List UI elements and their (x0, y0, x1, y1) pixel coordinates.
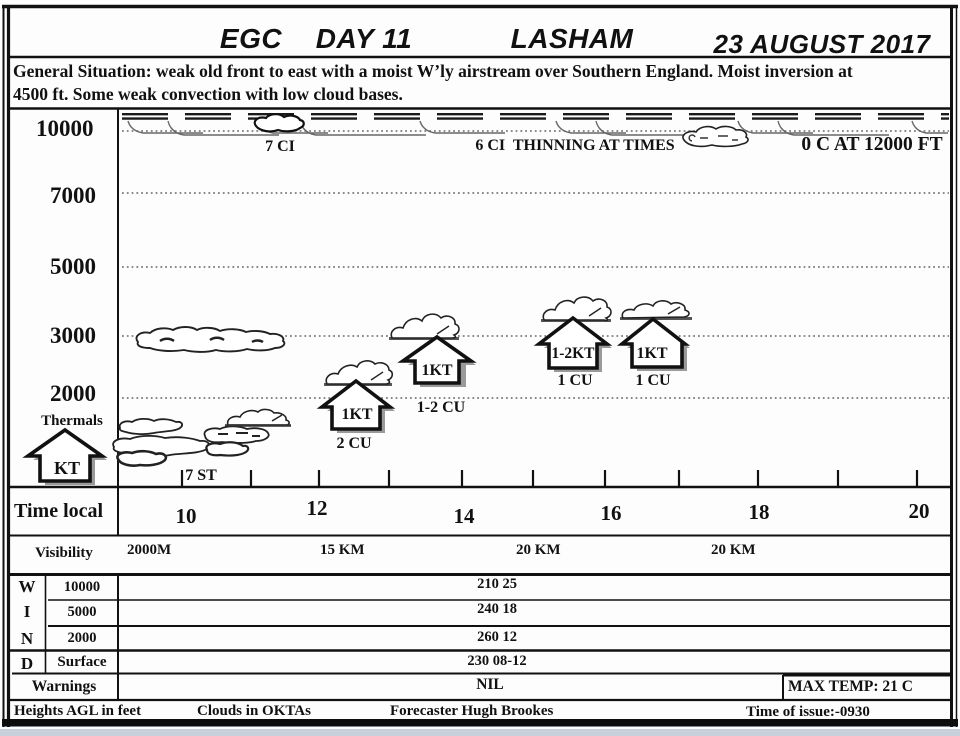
warnings-value: NIL (476, 676, 504, 693)
small-cumulus-icon (225, 408, 291, 427)
time-tick-10: 10 (175, 504, 197, 528)
height-label-7000: 7000 (50, 183, 96, 208)
wind-letter-n: N (20, 629, 34, 648)
cirrus-patch-cloud-icon (682, 125, 749, 148)
wind-value-2: 240 18 (477, 601, 517, 617)
day-title: DAY 11 (315, 23, 413, 54)
warnings-label: Warnings (31, 678, 97, 695)
wind-height-3: 2000 (67, 630, 97, 646)
table-rules (10, 534, 951, 702)
frame-borders (2, 4, 958, 727)
footer-issue-time: Time of issue:-0930 (746, 704, 870, 720)
time-tick-16: 16 (600, 501, 622, 525)
thermal-3-strength: 1-2KT (551, 345, 595, 362)
cirrus-left-label: 7 CI (265, 138, 295, 155)
time-tick-14: 14 (453, 504, 475, 528)
cirrus-scribble-cloud-icon (253, 113, 305, 133)
height-label-5000: 5000 (50, 254, 96, 279)
cirrus-right-label: 6 CI THINNING AT TIMES (475, 137, 675, 154)
bottom-black-bar (2, 719, 958, 727)
visibility-label: Visibility (35, 545, 93, 561)
visibility-value-1: 2000M (127, 542, 172, 558)
max-temp-value: MAX TEMP: 21 C (788, 678, 913, 695)
site-title: LASHAM (510, 23, 634, 54)
cirrus-hooks-icon (127, 120, 948, 136)
thermal-arrow-icons (22, 315, 691, 485)
wind-value-4: 230 08-12 (467, 653, 527, 669)
time-tick-20: 20 (908, 499, 930, 523)
time-tick-12: 12 (306, 496, 328, 520)
general-situation-line2: 4500 ft. Some weak convection with low c… (13, 84, 403, 104)
wind-value-1: 210 25 (477, 576, 517, 592)
time-tick-18: 18 (748, 500, 770, 524)
wind-letter-i: I (23, 602, 31, 621)
visibility-value-3: 20 KM (516, 542, 561, 558)
visibility-value-2: 15 KM (320, 542, 365, 558)
stratus-label: 7 ST (185, 467, 217, 484)
freezing-level-label: 0 C AT 12000 FT (801, 134, 943, 155)
thermals-label: Thermals (41, 413, 103, 429)
wind-letter-w: W (18, 577, 36, 596)
thermal-2-cloud: 1-2 CU (416, 399, 466, 416)
wind-height-1: 10000 (63, 579, 101, 595)
height-label-2000: 2000 (50, 381, 96, 406)
date-title: 23 AUGUST 2017 (713, 29, 931, 59)
wind-height-2: 5000 (67, 604, 97, 620)
cirrus-band-icon (122, 112, 949, 120)
general-situation-line1: General Situation: weak old front to eas… (13, 61, 853, 81)
org-title: EGC (219, 23, 283, 54)
thermal-2-strength: 1KT (421, 362, 453, 379)
stratus-clouds-icon (112, 417, 270, 467)
time-axis (10, 470, 951, 489)
wind-value-3: 260 12 (477, 629, 517, 645)
footer-clouds-note: Clouds in OKTAs (197, 703, 311, 719)
time-axis-title: Time local (14, 500, 104, 522)
wind-height-4: Surface (57, 654, 107, 670)
height-gridlines (122, 130, 949, 399)
footer-forecaster: Forecaster Hugh Brookes (390, 703, 554, 719)
thermals-unit-label: KT (53, 458, 81, 478)
thermal-1-cloud: 2 CU (336, 435, 372, 452)
thermal-4-strength: 1KT (636, 345, 668, 362)
footer-heights-note: Heights AGL in feet (14, 703, 142, 719)
stratocumulus-3000-icon (135, 326, 286, 353)
visibility-value-4: 20 KM (711, 542, 756, 558)
wind-letter-d: D (20, 654, 34, 673)
height-label-3000: 3000 (50, 323, 96, 348)
height-label-10000: 10000 (36, 116, 94, 141)
thermal-1-strength: 1KT (341, 406, 373, 423)
window-edge-strip (0, 729, 960, 736)
thermal-3-cloud: 1 CU (557, 372, 593, 389)
thermal-4-cloud: 1 CU (635, 372, 671, 389)
